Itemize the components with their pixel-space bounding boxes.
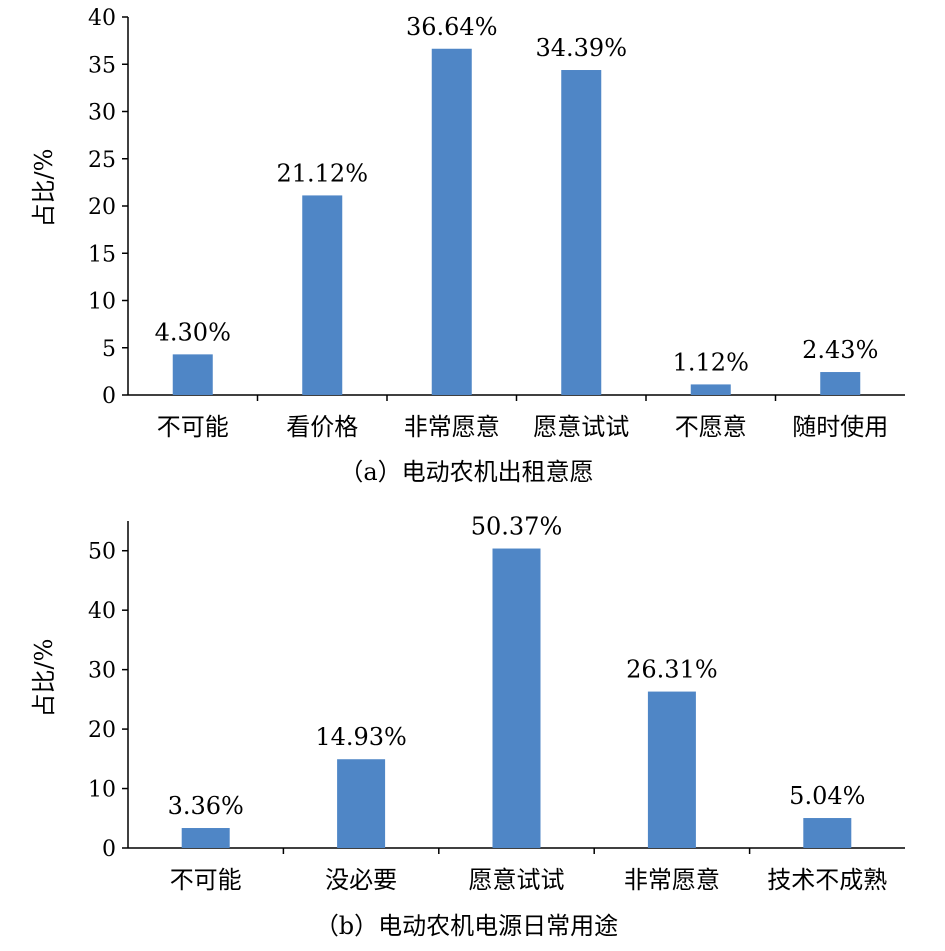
y-tick-label: 40 bbox=[88, 599, 116, 624]
y-tick-label: 10 bbox=[88, 778, 116, 803]
category-label: 非常愿意 bbox=[624, 866, 720, 894]
bar bbox=[337, 759, 386, 848]
bar-value-label: 5.04% bbox=[789, 782, 865, 810]
bar bbox=[820, 372, 861, 395]
bar bbox=[492, 548, 541, 848]
category-label: 不可能 bbox=[170, 866, 242, 894]
bar-value-label: 1.12% bbox=[673, 348, 749, 376]
bar bbox=[690, 384, 731, 395]
category-label: 看价格 bbox=[286, 413, 358, 441]
bar bbox=[431, 48, 472, 395]
y-tick-label: 15 bbox=[88, 242, 116, 267]
chart-b-power-usage: 0 10 20 30 40 50 占比/% 3.36% 不可能 14.93% 没必要 50.37% 愿意… bbox=[30, 513, 905, 940]
y-tick-label: 30 bbox=[88, 101, 116, 126]
y-tick-label: 10 bbox=[88, 290, 116, 315]
y-tick-label: 0 bbox=[102, 837, 116, 862]
bar-value-label: 3.36% bbox=[168, 792, 244, 820]
chart-caption: （a）电动农机出租意愿 bbox=[339, 458, 593, 486]
y-tick-label: 20 bbox=[88, 195, 116, 220]
chart-a-rental-willingness: 0 5 10 15 20 25 30 35 40 占比/% 4.30% 不可能 21.12% 看价格 36.… bbox=[30, 6, 905, 486]
bar bbox=[647, 691, 696, 848]
category-label: 没必要 bbox=[325, 866, 397, 894]
bar-value-label: 14.93% bbox=[315, 723, 407, 751]
bar-value-label: 21.12% bbox=[276, 159, 368, 187]
category-label: 技术不成熟 bbox=[767, 866, 887, 894]
y-axis-label: 占比/% bbox=[30, 639, 58, 718]
bar bbox=[561, 70, 602, 396]
y-tick-label: 20 bbox=[88, 718, 116, 743]
bar bbox=[803, 818, 852, 848]
bar bbox=[181, 828, 230, 848]
category-label: 愿意试试 bbox=[533, 413, 629, 441]
bar-value-label: 2.43% bbox=[802, 336, 878, 364]
category-label: 不可能 bbox=[157, 413, 229, 441]
bar-value-label: 50.37% bbox=[471, 513, 563, 541]
bar bbox=[302, 195, 343, 395]
y-axis-label: 占比/% bbox=[30, 149, 58, 228]
y-tick-label: 0 bbox=[102, 384, 116, 409]
y-tick-label: 35 bbox=[88, 53, 116, 78]
y-tick-label: 50 bbox=[88, 540, 116, 565]
bar bbox=[172, 354, 213, 395]
bar-value-label: 26.31% bbox=[626, 656, 718, 684]
bar-value-label: 34.39% bbox=[535, 34, 627, 62]
category-label: 愿意试试 bbox=[469, 866, 565, 894]
y-tick-label: 5 bbox=[102, 337, 116, 362]
bar-value-label: 4.30% bbox=[155, 318, 231, 346]
y-tick-label: 25 bbox=[88, 148, 116, 173]
bar-value-label: 36.64% bbox=[406, 13, 498, 41]
category-label: 非常愿意 bbox=[404, 413, 500, 441]
chart-caption: （b）电动农机电源日常用途 bbox=[315, 912, 618, 940]
y-tick-label: 40 bbox=[88, 6, 116, 31]
category-label: 随时使用 bbox=[792, 413, 888, 441]
y-tick-label: 30 bbox=[88, 659, 116, 684]
category-label: 不愿意 bbox=[675, 413, 747, 441]
